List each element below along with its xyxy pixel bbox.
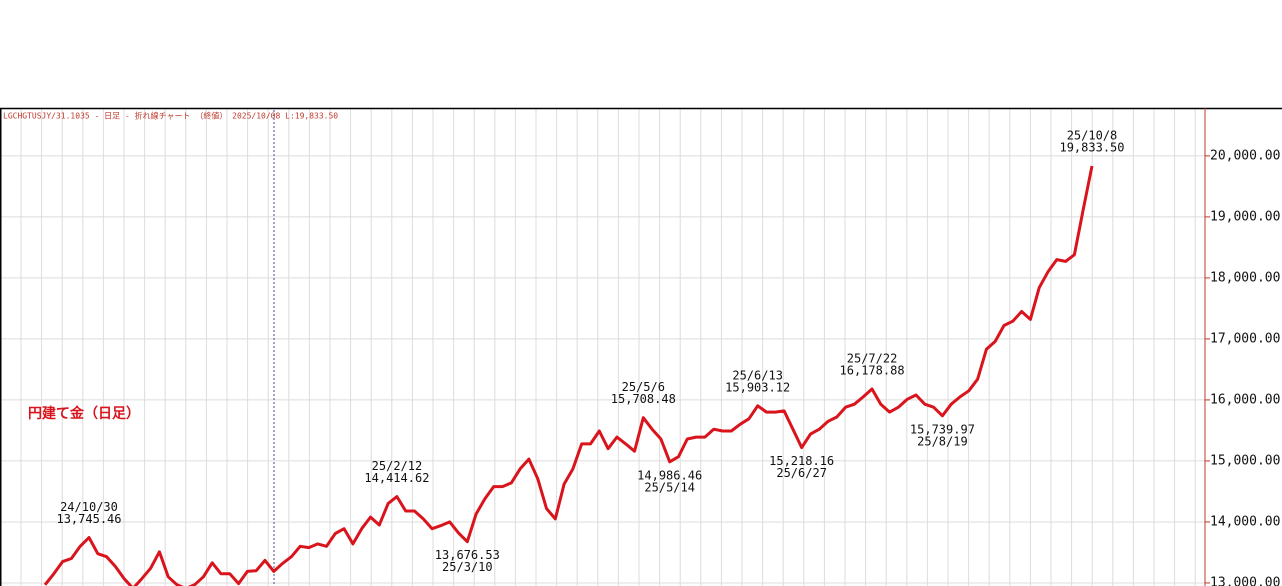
annotation-date: 25/6/13 <box>732 368 783 382</box>
horizontal-grid <box>0 155 1205 584</box>
y-tick-label: 17,000.00 <box>1210 331 1280 346</box>
annotation-value: 15,739.97 <box>910 422 975 436</box>
y-tick-label: 19,000.00 <box>1210 209 1280 224</box>
annotation-date: 25/7/22 <box>847 352 898 366</box>
price-line <box>43 165 1094 586</box>
annotation-value: 13,676.53 <box>435 548 500 562</box>
y-tick-label: 13,000.00 <box>1210 575 1280 586</box>
annotation-value: 16,178.88 <box>840 364 905 378</box>
y-tick-label: 16,000.00 <box>1210 392 1280 407</box>
annotation-value: 14,414.62 <box>364 471 429 485</box>
plot-area <box>43 165 1094 586</box>
annotation-date: 25/5/6 <box>622 380 665 394</box>
annotation-value: 13,745.46 <box>56 512 121 526</box>
annotation-date: 25/3/10 <box>442 560 493 574</box>
y-tick-label: 20,000.00 <box>1210 148 1280 163</box>
annotation-value: 19,833.50 <box>1059 141 1124 155</box>
annotation-value: 14,986.46 <box>637 468 702 482</box>
annotation-date: 25/8/19 <box>917 434 968 448</box>
y-tick-label: 15,000.00 <box>1210 453 1280 468</box>
chart-header: LGCHGTUSJY/31.1035 - 日足 - 折れ線チャート （終値） 2… <box>3 111 338 121</box>
chart-title: 円建て金（日足） <box>28 405 140 422</box>
y-tick-label: 18,000.00 <box>1210 270 1280 285</box>
labels: 13,000.00 14,000.00 15,000.00 16,000.00 17,0… <box>56 129 1280 586</box>
annotation-date: 25/10/8 <box>1067 129 1118 143</box>
annotation-value: 15,708.48 <box>611 392 676 406</box>
annotation-date: 25/2/12 <box>372 459 423 473</box>
annotation-value: 15,218.16 <box>769 454 834 468</box>
y-tick-label: 14,000.00 <box>1210 514 1280 529</box>
annotation-value: 15,903.12 <box>725 380 790 394</box>
annotation-date: 25/5/14 <box>644 480 695 494</box>
annotation-date: 25/6/27 <box>776 466 827 480</box>
vertical-grid <box>20 108 1196 586</box>
annotation-date: 24/10/30 <box>60 500 118 514</box>
